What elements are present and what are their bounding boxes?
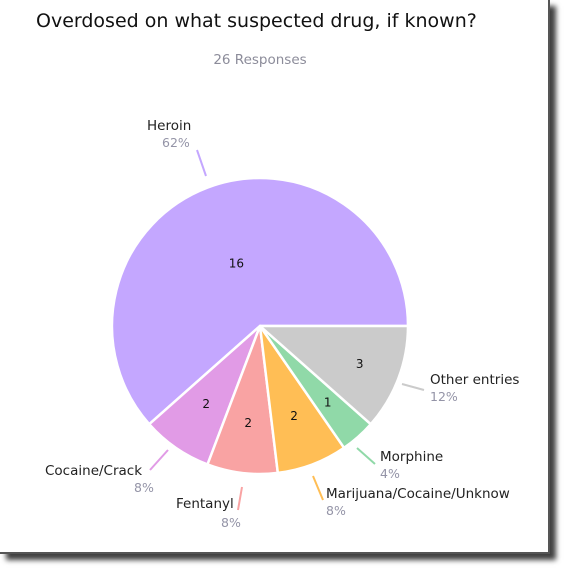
response-count: 26 Responses (213, 52, 307, 68)
slice-percent-marijuana: 8% (326, 503, 346, 518)
slice-name-other: Other entries (430, 372, 519, 388)
leader-line-heroin (196, 149, 207, 177)
slice-name-fentanyl: Fentanyl (176, 496, 234, 512)
slice-value-other: 3 (356, 357, 364, 371)
slice-name-marijuana: Marijuana/Cocaine/Unknow (326, 486, 510, 502)
slice-value-marijuana: 2 (290, 409, 298, 423)
pie-chart: 16Heroin62%2Cocaine/Crack8%2Fentanyl8%2M… (45, 118, 519, 530)
slice-value-fentanyl: 2 (244, 416, 252, 430)
slice-value-morphine: 1 (324, 395, 332, 409)
pie-slice-other (258, 324, 410, 426)
leader-line-fentanyl (237, 486, 243, 511)
slice-percent-fentanyl: 8% (221, 515, 241, 530)
slice-percent-heroin: 62% (162, 135, 190, 150)
slice-name-cocaine: Cocaine/Crack (45, 463, 142, 479)
leader-line-other (401, 383, 425, 391)
slice-percent-cocaine: 8% (134, 480, 154, 495)
chart-title: Overdosed on what suspected drug, if kno… (36, 10, 477, 32)
slice-name-heroin: Heroin (147, 118, 191, 134)
leader-line-cocaine (149, 449, 169, 471)
slice-percent-morphine: 4% (380, 466, 400, 481)
pie-slice-heroin (110, 176, 410, 426)
leader-line-marijuana (312, 475, 324, 501)
slice-value-cocaine: 2 (202, 397, 210, 411)
slice-percent-other: 12% (430, 389, 458, 404)
slice-value-heroin: 16 (229, 257, 244, 271)
chart-card: Overdosed on what suspected drug, if kno… (0, 0, 550, 554)
leader-line-morphine (356, 447, 376, 465)
slice-name-morphine: Morphine (380, 449, 443, 465)
